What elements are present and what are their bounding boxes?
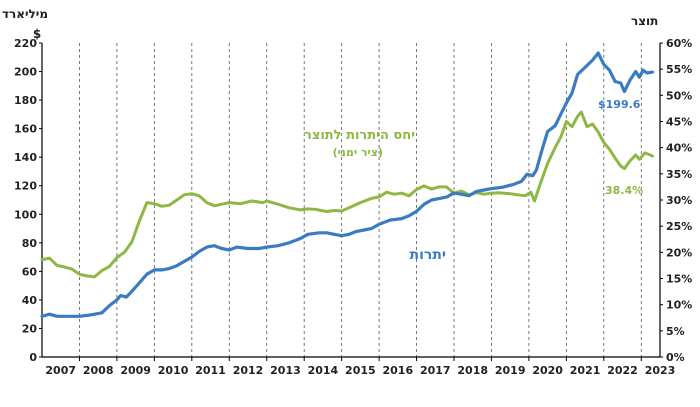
left-tick-label: 80 bbox=[22, 237, 38, 250]
reserves-end-value: $199.6 bbox=[598, 98, 641, 111]
x-tick-label: 2008 bbox=[83, 364, 114, 377]
ratio-series-sublabel: (ציר ימני) bbox=[333, 146, 383, 159]
x-tick-label: 2017 bbox=[420, 364, 451, 377]
right-axis-ticks: 0% 5% 10% 15% 20% 25% 30% 35% 40% 45% 50% 55% 60% bbox=[660, 37, 692, 364]
right-tick-label: 5% bbox=[666, 325, 685, 338]
right-tick-label: 35% bbox=[666, 168, 692, 181]
left-tick-label: 140 bbox=[14, 151, 37, 164]
x-axis-ticks: 2007 2008 2009 2010 2011 2012 2013 2014 2015 2016… bbox=[45, 357, 675, 377]
x-tick-label: 2007 bbox=[45, 364, 76, 377]
right-tick-label: 10% bbox=[666, 299, 692, 312]
x-tick-label: 2018 bbox=[457, 364, 488, 377]
x-tick-label: 2012 bbox=[233, 364, 264, 377]
x-tick-label: 2022 bbox=[607, 364, 638, 377]
left-tick-label: 200 bbox=[14, 66, 37, 79]
right-tick-label: 25% bbox=[666, 220, 692, 233]
right-tick-label: 30% bbox=[666, 194, 692, 207]
right-tick-label: 50% bbox=[666, 89, 692, 102]
x-tick-label: 2013 bbox=[270, 364, 301, 377]
ratio-end-value: 38.4% bbox=[605, 184, 643, 197]
left-tick-label: 60 bbox=[22, 265, 38, 278]
ratio-series-label: יחס היתרות לתוצר bbox=[304, 128, 415, 143]
left-tick-label: 100 bbox=[14, 208, 37, 221]
right-axis-unit: תוצר bbox=[631, 14, 658, 28]
right-tick-label: 60% bbox=[666, 37, 692, 50]
x-tick-label: 2009 bbox=[120, 364, 151, 377]
x-tick-label: 2021 bbox=[570, 364, 601, 377]
left-tick-label: 120 bbox=[14, 180, 37, 193]
ratio-to-gdp-line bbox=[40, 110, 654, 279]
left-tick-label: 220 bbox=[14, 37, 37, 50]
left-tick-label: 0 bbox=[29, 351, 37, 364]
left-axis-currency: $ bbox=[33, 27, 41, 41]
right-tick-label: 40% bbox=[666, 142, 692, 155]
right-tick-label: 15% bbox=[666, 273, 692, 286]
left-axis-ticks: 0 20 40 60 80 100 120 140 160 180 200 220 bbox=[14, 37, 42, 364]
right-tick-label: 55% bbox=[666, 63, 692, 76]
left-tick-label: 40 bbox=[22, 294, 38, 307]
x-tick-label: 2019 bbox=[495, 364, 526, 377]
left-tick-label: 180 bbox=[14, 94, 37, 107]
x-tick-label: 2016 bbox=[383, 364, 414, 377]
year-gridlines bbox=[79, 43, 642, 357]
right-tick-label: 0% bbox=[666, 351, 685, 364]
left-tick-label: 20 bbox=[22, 322, 38, 335]
right-tick-label: 20% bbox=[666, 246, 692, 259]
x-tick-label: 2023 bbox=[645, 364, 676, 377]
right-tick-label: 45% bbox=[666, 116, 692, 129]
x-tick-label: 2014 bbox=[308, 364, 339, 377]
left-tick-label: 160 bbox=[14, 123, 37, 136]
x-tick-label: 2010 bbox=[158, 364, 189, 377]
reserves-line bbox=[40, 51, 655, 318]
reserves-series-label: יתרות bbox=[410, 247, 446, 263]
axes bbox=[41, 43, 661, 358]
left-axis-unit: מיליארד bbox=[2, 7, 48, 21]
x-tick-label: 2020 bbox=[532, 364, 563, 377]
x-tick-label: 2011 bbox=[195, 364, 226, 377]
x-tick-label: 2015 bbox=[345, 364, 376, 377]
